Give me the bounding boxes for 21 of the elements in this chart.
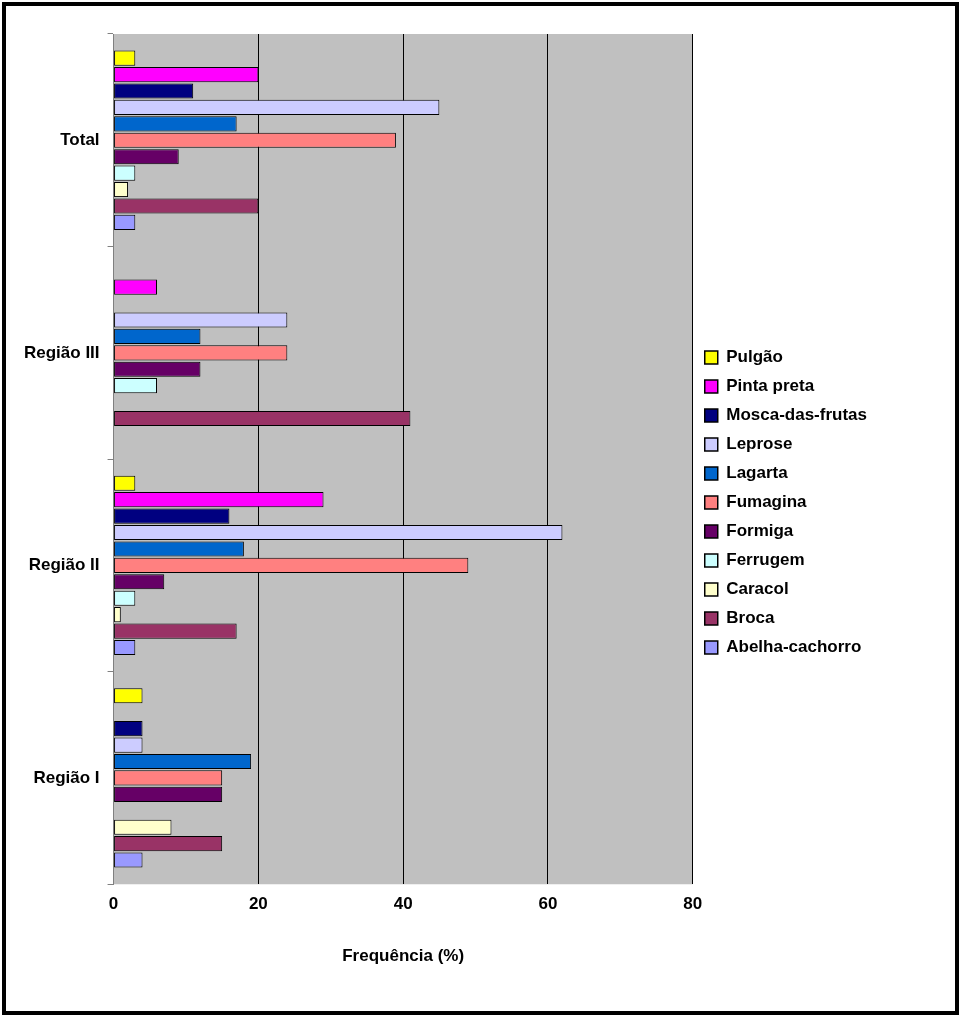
x-tick-label: 40: [393, 894, 413, 914]
x-axis-title: Frequência (%): [342, 946, 465, 966]
x-tick-label: 60: [538, 894, 558, 914]
legend-label: Pulgão: [726, 347, 783, 367]
legend-label: Broca: [726, 608, 775, 628]
x-tick-label: 80: [683, 894, 703, 914]
y-tick-label: Região II: [28, 555, 100, 575]
legend-label: Pinta preta: [726, 376, 815, 396]
legend-label: Mosca-das-frutas: [726, 405, 868, 425]
legend-label: Lagarta: [726, 463, 789, 483]
legend-label: Fumagina: [726, 492, 808, 512]
legend-label: Leprose: [726, 434, 793, 454]
legend-label: Caracol: [726, 579, 789, 599]
legend-label: Abelha-cachorro: [726, 637, 862, 657]
x-tick-label: 20: [248, 894, 268, 914]
y-tick-label: Total: [60, 129, 100, 149]
legend-label: Formiga: [726, 521, 794, 541]
legend-label: Ferrugem: [726, 550, 805, 570]
y-tick-label: Região III: [23, 342, 100, 362]
y-tick-label: Região I: [33, 767, 100, 787]
x-tick-label: 0: [108, 894, 119, 914]
